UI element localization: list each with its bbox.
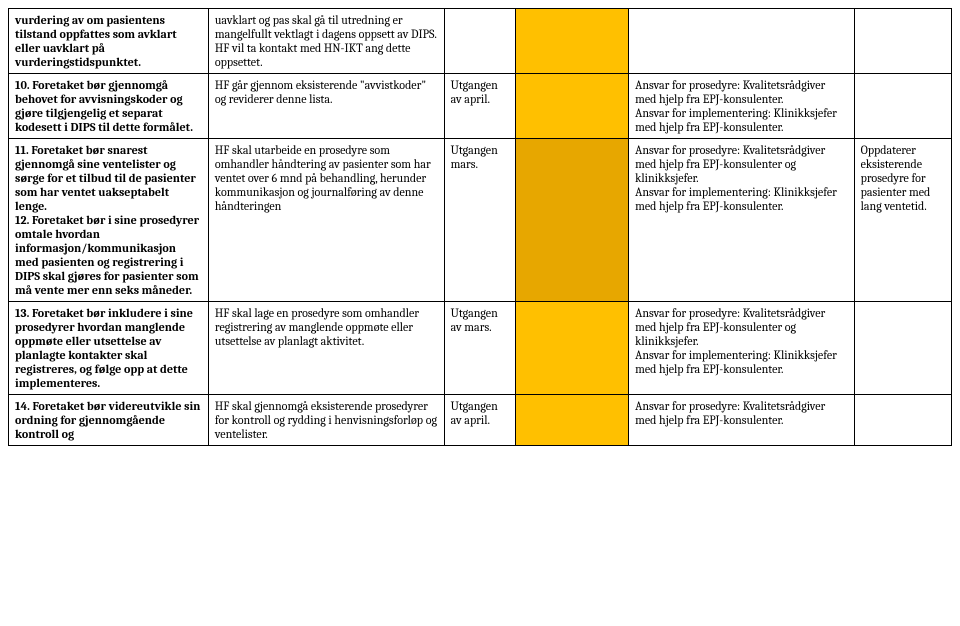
table-cell: Utgangen av april. — [444, 395, 516, 446]
document-table: vurdering av om pasientens tilstand oppf… — [8, 8, 952, 446]
cell-text: Ansvar for implementering: Klinikksjefer… — [635, 106, 837, 134]
table-row: vurdering av om pasientens tilstand oppf… — [9, 9, 952, 74]
cell-text: HF vil ta kontakt med HN-IKT ang dette o… — [215, 41, 411, 69]
cell-text: 12. Foretaket bør i sine prosedyrer omta… — [15, 213, 199, 297]
cell-text: 11. Foretaket bør snarest gjennomgå sine… — [15, 143, 196, 213]
cell-text: HF skal utarbeide en prosedyre som omhan… — [215, 143, 431, 213]
cell-text: vurdering av om pasientens tilstand oppf… — [15, 13, 177, 69]
table-cell: Ansvar for prosedyre: Kvalitetsrådgiver … — [629, 395, 855, 446]
table-cell — [516, 302, 629, 395]
cell-text: 13. Foretaket bør inkludere i sine prose… — [15, 306, 193, 390]
table-cell: uavklart og pas skal gå til utredning er… — [208, 9, 444, 74]
table-cell — [516, 395, 629, 446]
table-cell: HF skal utarbeide en prosedyre som omhan… — [208, 139, 444, 302]
table-cell: HF skal gjennomgå eksisterende prosedyre… — [208, 395, 444, 446]
cell-text: Ansvar for prosedyre: Kvalitetsrådgiver … — [635, 399, 825, 427]
cell-text: Utgangen av april. — [451, 78, 498, 106]
table-cell: 11. Foretaket bør snarest gjennomgå sine… — [9, 139, 209, 302]
cell-text: Ansvar for implementering: Klinikksjefer… — [635, 348, 837, 376]
cell-text: Utgangen av mars. — [451, 306, 498, 334]
table-row: 13. Foretaket bør inkludere i sine prose… — [9, 302, 952, 395]
table-cell: Utgangen mars. — [444, 139, 516, 302]
table-cell — [629, 9, 855, 74]
table-cell — [854, 74, 951, 139]
cell-text: Ansvar for prosedyre: Kvalitetsrådgiver … — [635, 78, 825, 106]
table-cell: vurdering av om pasientens tilstand oppf… — [9, 9, 209, 74]
table-cell: HF går gjennom eksisterende "avvistkoder… — [208, 74, 444, 139]
table-cell — [854, 302, 951, 395]
table-cell — [854, 9, 951, 74]
cell-text: Ansvar for prosedyre: Kvalitetsrådgiver … — [635, 143, 825, 185]
cell-text: 10. Foretaket bør gjennomgå behovet for … — [15, 78, 193, 134]
cell-text: uavklart og pas skal gå til utredning er… — [215, 13, 437, 41]
table-cell: Utgangen av april. — [444, 74, 516, 139]
table-cell: 13. Foretaket bør inkludere i sine prose… — [9, 302, 209, 395]
table-row: 10. Foretaket bør gjennomgå behovet for … — [9, 74, 952, 139]
cell-text: 14. Foretaket bør videreutvikle sin ordn… — [15, 399, 200, 441]
cell-text: Utgangen mars. — [451, 143, 498, 171]
table-cell — [516, 74, 629, 139]
cell-text: HF skal gjennomgå eksisterende prosedyre… — [215, 399, 437, 441]
table-cell — [516, 139, 629, 302]
table-row: 14. Foretaket bør videreutvikle sin ordn… — [9, 395, 952, 446]
table-cell: Utgangen av mars. — [444, 302, 516, 395]
cell-text: HF går gjennom eksisterende "avvistkoder… — [215, 78, 426, 106]
table-cell: Ansvar for prosedyre: Kvalitetsrådgiver … — [629, 139, 855, 302]
table-cell: HF skal lage en prosedyre som omhandler … — [208, 302, 444, 395]
table-row: 11. Foretaket bør snarest gjennomgå sine… — [9, 139, 952, 302]
table-cell: 14. Foretaket bør videreutvikle sin ordn… — [9, 395, 209, 446]
table-cell: Ansvar for prosedyre: Kvalitetsrådgiver … — [629, 74, 855, 139]
table-cell — [854, 395, 951, 446]
table-cell — [444, 9, 516, 74]
cell-text: Utgangen av april. — [451, 399, 498, 427]
table-cell: 10. Foretaket bør gjennomgå behovet for … — [9, 74, 209, 139]
cell-text: HF skal lage en prosedyre som omhandler … — [215, 306, 419, 348]
table-cell — [516, 9, 629, 74]
table-cell: Ansvar for prosedyre: Kvalitetsrådgiver … — [629, 302, 855, 395]
cell-text: Ansvar for prosedyre: Kvalitetsrådgiver … — [635, 306, 825, 348]
table-cell: Oppdaterer eksisterende prosedyre for pa… — [854, 139, 951, 302]
cell-text: Ansvar for implementering: Klinikksjefer… — [635, 185, 837, 213]
cell-text: Oppdaterer eksisterende prosedyre for pa… — [861, 143, 931, 213]
